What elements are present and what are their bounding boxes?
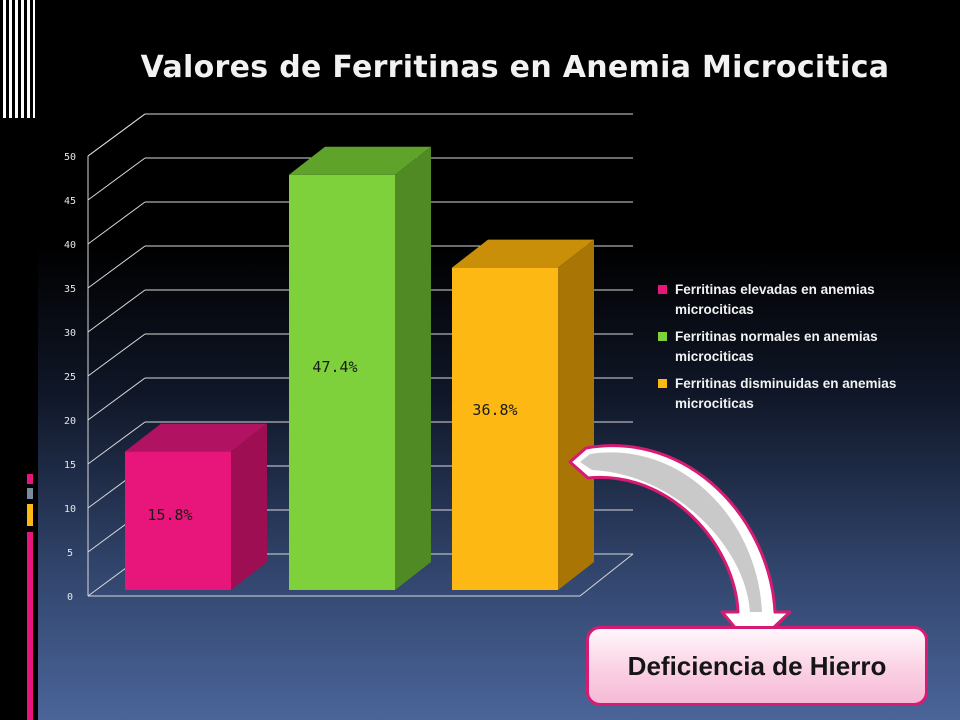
bar-top-normales <box>289 146 431 175</box>
y-tick-label-3: 15 <box>64 460 76 471</box>
deco-pink-mark <box>27 474 33 484</box>
bar-side-disminuidas <box>558 239 594 590</box>
legend-item-disminuidas: Ferritinas disminuidas en anemias microc… <box>658 374 948 414</box>
y-tick-label-0: 0 <box>67 592 73 603</box>
deco-vertical-line-3 <box>15 0 18 118</box>
y-tick-label-5: 25 <box>64 372 76 383</box>
deco-pink-line <box>27 532 33 720</box>
legend: Ferritinas elevadas en anemias microciti… <box>658 280 948 421</box>
deco-vertical-line-5 <box>27 0 30 118</box>
labels: 15.8% 47.4% 36.8% <box>147 358 517 524</box>
legend-item-elevadas: Ferritinas elevadas en anemias microciti… <box>658 280 948 320</box>
legend-item-normales: Ferritinas normales en anemias microciti… <box>658 327 948 367</box>
y-tick-label-6: 30 <box>64 328 76 339</box>
y-tick-label-8: 40 <box>64 240 76 251</box>
gridline-diagonal-9 <box>87 157 146 201</box>
y-tick-label-4: 20 <box>64 416 76 427</box>
legend-label-normales: Ferritinas normales en anemias microciti… <box>675 329 878 364</box>
y-tick-label-9: 45 <box>64 196 76 207</box>
callout-box: Deficiencia de Hierro <box>586 626 928 706</box>
bar-elevadas <box>125 451 231 590</box>
deco-vertical-line-2 <box>9 0 12 118</box>
legend-swatch-pink <box>658 285 667 294</box>
deco-vertical-line-4 <box>21 0 24 118</box>
bar-normales <box>289 174 395 590</box>
data-label-disminuidas: 36.8% <box>472 401 517 419</box>
callout-text: Deficiencia de Hierro <box>627 650 887 681</box>
top-diagonal <box>87 113 146 157</box>
gridline-diagonal-6 <box>87 289 146 333</box>
gridline-diagonal-4 <box>87 377 146 421</box>
data-label-normales: 47.4% <box>312 358 357 376</box>
bar-disminuidas <box>452 267 558 590</box>
gridline-diagonal-3 <box>87 421 146 465</box>
bar-top-elevadas <box>125 423 267 452</box>
y-tick-label-2: 10 <box>64 504 76 515</box>
data-label-elevadas: 15.8% <box>147 506 192 524</box>
deco-gray-mark <box>27 488 33 499</box>
bars <box>125 146 594 590</box>
chart-title: Valores de Ferritinas en Anemia Microcit… <box>140 50 890 85</box>
bar-top-disminuidas <box>452 239 594 268</box>
floor-right-edge <box>579 553 634 597</box>
legend-swatch-green <box>658 332 667 341</box>
callout-arrow <box>568 444 792 650</box>
legend-label-elevadas: Ferritinas elevadas en anemias microciti… <box>675 282 875 317</box>
arrow-inner <box>580 452 762 612</box>
bar-side-elevadas <box>231 423 267 590</box>
gridline-diagonal-8 <box>87 201 146 245</box>
legend-label-disminuidas: Ferritinas disminuidas en anemias microc… <box>675 376 897 411</box>
y-tick-label-1: 5 <box>67 548 73 559</box>
y-tick-label-7: 35 <box>64 284 76 295</box>
gridline-diagonal-5 <box>87 333 146 377</box>
y-tick-label-10: 50 <box>64 152 76 163</box>
deco-vertical-line-6 <box>33 0 35 118</box>
deco-gold-mark <box>27 504 33 526</box>
gridline-diagonal-7 <box>87 245 146 289</box>
deco-vertical-line-1 <box>3 0 6 118</box>
legend-swatch-gold <box>658 379 667 388</box>
bar-side-normales <box>395 146 431 590</box>
